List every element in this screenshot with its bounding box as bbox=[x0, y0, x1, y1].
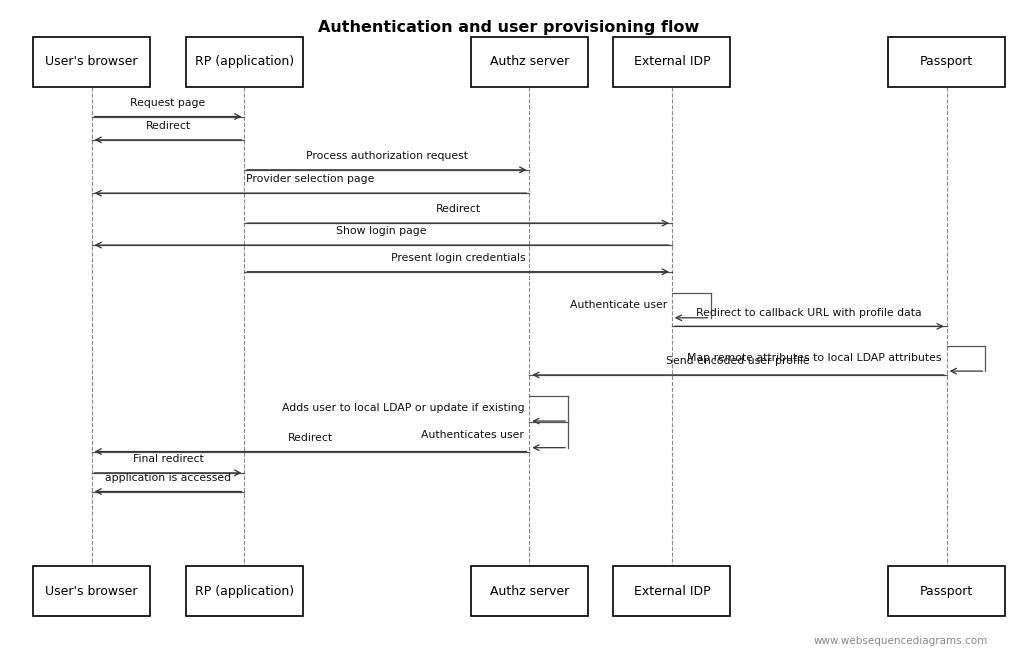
Text: RP (application): RP (application) bbox=[194, 55, 294, 68]
Text: User's browser: User's browser bbox=[46, 585, 137, 597]
Text: Authentication and user provisioning flow: Authentication and user provisioning flo… bbox=[319, 20, 699, 35]
Text: Send encoded user profile: Send encoded user profile bbox=[666, 356, 810, 366]
Text: Process authorization request: Process authorization request bbox=[305, 151, 468, 161]
Bar bbox=[33, 566, 150, 616]
Text: Passport: Passport bbox=[920, 585, 973, 597]
Bar bbox=[888, 566, 1006, 616]
Text: RP (application): RP (application) bbox=[194, 585, 294, 597]
Text: Redirect to callback URL with profile data: Redirect to callback URL with profile da… bbox=[696, 308, 922, 318]
Text: application is accessed: application is accessed bbox=[105, 473, 231, 483]
Text: Authenticate user: Authenticate user bbox=[569, 300, 667, 310]
Text: Request page: Request page bbox=[130, 98, 206, 108]
Bar bbox=[185, 566, 303, 616]
Bar bbox=[185, 37, 303, 87]
Text: Adds user to local LDAP or update if existing: Adds user to local LDAP or update if exi… bbox=[282, 404, 524, 414]
Text: Redirect: Redirect bbox=[146, 121, 190, 131]
Bar bbox=[888, 37, 1006, 87]
Text: Show login page: Show login page bbox=[337, 226, 427, 236]
Text: Redirect: Redirect bbox=[436, 204, 480, 214]
Bar bbox=[33, 37, 150, 87]
Text: Present login credentials: Present login credentials bbox=[391, 253, 525, 263]
Bar bbox=[613, 566, 730, 616]
Text: www.websequencediagrams.com: www.websequencediagrams.com bbox=[813, 636, 987, 646]
Text: Authz server: Authz server bbox=[490, 585, 569, 597]
Text: Authz server: Authz server bbox=[490, 55, 569, 68]
Text: Provider selection page: Provider selection page bbox=[246, 174, 375, 184]
Text: User's browser: User's browser bbox=[46, 55, 137, 68]
Text: External IDP: External IDP bbox=[633, 55, 711, 68]
Text: Authenticates user: Authenticates user bbox=[421, 430, 524, 440]
Text: External IDP: External IDP bbox=[633, 585, 711, 597]
Text: Passport: Passport bbox=[920, 55, 973, 68]
Text: Map remote attributes to local LDAP attributes: Map remote attributes to local LDAP attr… bbox=[687, 354, 942, 364]
Bar bbox=[613, 37, 730, 87]
Text: Redirect: Redirect bbox=[288, 433, 333, 443]
Bar bbox=[470, 566, 587, 616]
Text: Final redirect: Final redirect bbox=[132, 454, 204, 464]
Bar bbox=[470, 37, 587, 87]
